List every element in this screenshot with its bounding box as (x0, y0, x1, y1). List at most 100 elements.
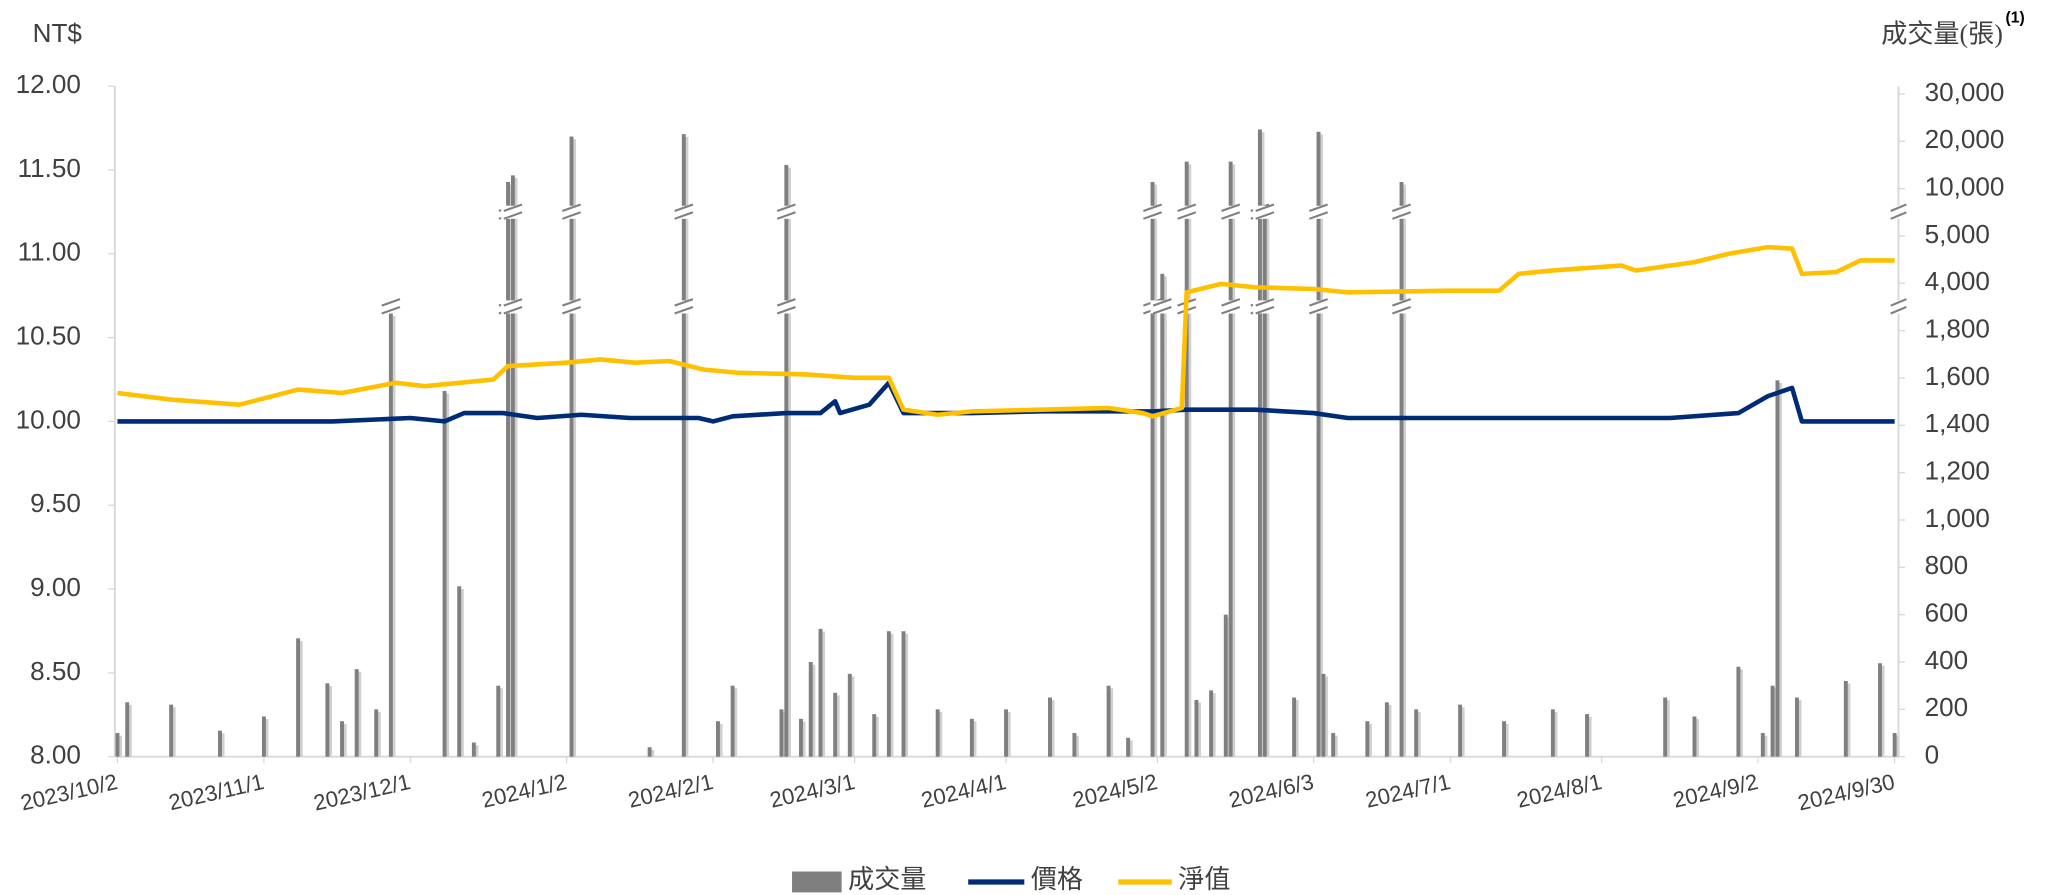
volume-bar-shadow (1895, 735, 1900, 757)
volume-bar-shadow (171, 707, 176, 757)
volume-bar (510, 175, 515, 757)
y2-axis-label: 成交量(張) (1881, 20, 2003, 49)
volume-bar-shadow (1846, 683, 1851, 757)
volume-bar-shadow (684, 136, 689, 757)
volume-bar (1585, 714, 1590, 757)
volume-bar (388, 313, 393, 757)
volume-bar-shadow (1587, 716, 1592, 757)
volume-bar-shadow (1880, 665, 1885, 757)
volume-bar-shadow (1162, 276, 1167, 757)
axis-break (562, 203, 581, 220)
y2-tick-label: 800 (1925, 550, 1969, 580)
axis-break (776, 298, 796, 315)
volume-bar (1257, 129, 1262, 757)
volume-bar-shadow (376, 711, 381, 757)
volume-bar (1106, 685, 1111, 757)
volume-bar-shadow (1075, 735, 1079, 757)
axis-break (674, 298, 694, 315)
volume-bar-shadow (1265, 210, 1270, 757)
x-tick-label: 2024/3/1 (767, 769, 857, 813)
volume-bar-shadow (821, 631, 826, 757)
x-tick-label: 2024/4/1 (919, 769, 1009, 813)
volume-bar (1292, 697, 1297, 757)
y2-tick-label: 10,000 (1925, 172, 2005, 202)
x-tick-label: 2024/8/1 (1514, 769, 1604, 813)
volume-bar (169, 704, 174, 757)
volume-bar (1160, 273, 1165, 757)
volume-bar-shadow (786, 167, 791, 757)
line-series (117, 380, 1895, 424)
y2-tick-label: 0 (1925, 740, 1940, 770)
volume-bar-shadow (1153, 184, 1158, 757)
volume-bar (872, 714, 877, 757)
volume-bar (1072, 733, 1077, 757)
volume-bar (1795, 697, 1799, 757)
volume-bar-shadow (850, 676, 855, 757)
volume-bar-shadow (1187, 164, 1192, 757)
volume-bar-shadow (874, 716, 879, 757)
volume-bar-shadow (572, 139, 577, 757)
volume-bar (1194, 699, 1199, 757)
volume-bar-shadow (1665, 700, 1670, 757)
volume-bar-shadow (801, 721, 806, 757)
volume-bar (457, 586, 462, 757)
volume-bar (1262, 207, 1267, 757)
y2-tick-label: 600 (1925, 598, 1969, 628)
volume-bar (799, 718, 803, 757)
volume-bar (1384, 702, 1389, 757)
x-tick-label: 2024/2/1 (626, 769, 716, 813)
legend-label: 淨值 (1178, 865, 1230, 894)
volume-bar-shadow (1773, 688, 1778, 757)
volume-bar-shadow (445, 393, 450, 757)
volume-bar-shadow (127, 704, 132, 757)
volume-bar (1458, 704, 1463, 757)
volume-bar (681, 134, 686, 757)
volume-bar (261, 716, 266, 757)
volume-bar-shadow (1778, 382, 1783, 757)
volume-bar-shadow (1387, 704, 1392, 757)
volume-bar-shadow (1739, 669, 1743, 757)
axis-break (1152, 298, 1172, 315)
axis-break (1221, 203, 1241, 220)
legend: 成交量 價格 淨值 (792, 865, 1230, 894)
volume-bar (1316, 131, 1321, 757)
volume-bar (779, 709, 784, 757)
volume-bar-shadow (1226, 617, 1231, 757)
y2-tick-label: 1,800 (1925, 314, 1990, 344)
volume-bar-shadow (118, 735, 123, 757)
axis-break (1309, 298, 1328, 315)
volume-bar (833, 692, 838, 757)
volume-bar-shadow (1231, 164, 1236, 757)
volume-bar (1692, 716, 1697, 757)
volume-bar (471, 742, 476, 757)
volume-bar-shadow (1006, 711, 1011, 757)
volume-bar-shadow (1324, 676, 1328, 757)
y2-tick-label: 1,200 (1925, 456, 1990, 486)
volume-bar-shadow (459, 588, 464, 757)
volume-bar-shadow (1504, 723, 1509, 757)
y2-tick-label: 1,000 (1925, 503, 1990, 533)
volume-bar-shadow (1260, 132, 1265, 757)
volume-bar-shadow (1553, 711, 1558, 757)
x-tick-label: 2023/12/1 (311, 769, 413, 816)
volume-bar-shadow (1797, 700, 1802, 757)
volume-bar-shadow (264, 719, 269, 757)
y-tick-label: 11.50 (18, 153, 81, 183)
volume-bar (1228, 161, 1233, 757)
volume-bar-shadow (357, 671, 362, 757)
volume-bar (1048, 697, 1052, 757)
axis-break (1143, 203, 1162, 220)
volume-bar-shadow (220, 733, 225, 757)
volume-bar-shadow (904, 633, 909, 757)
legend-label: 價格 (1031, 865, 1083, 894)
y2-tick-label: 4,000 (1925, 266, 1990, 296)
volume-bar (1892, 733, 1897, 757)
volume-bar (125, 702, 130, 757)
volume-bar (442, 390, 447, 757)
volume-bar-shadow (811, 664, 816, 757)
x-tick-label: 2024/9/30 (1795, 769, 1897, 816)
axis-break (381, 298, 401, 315)
y-tick-label: 8.00 (30, 740, 81, 770)
axis-break (1255, 203, 1275, 220)
volume-bar (569, 136, 574, 757)
